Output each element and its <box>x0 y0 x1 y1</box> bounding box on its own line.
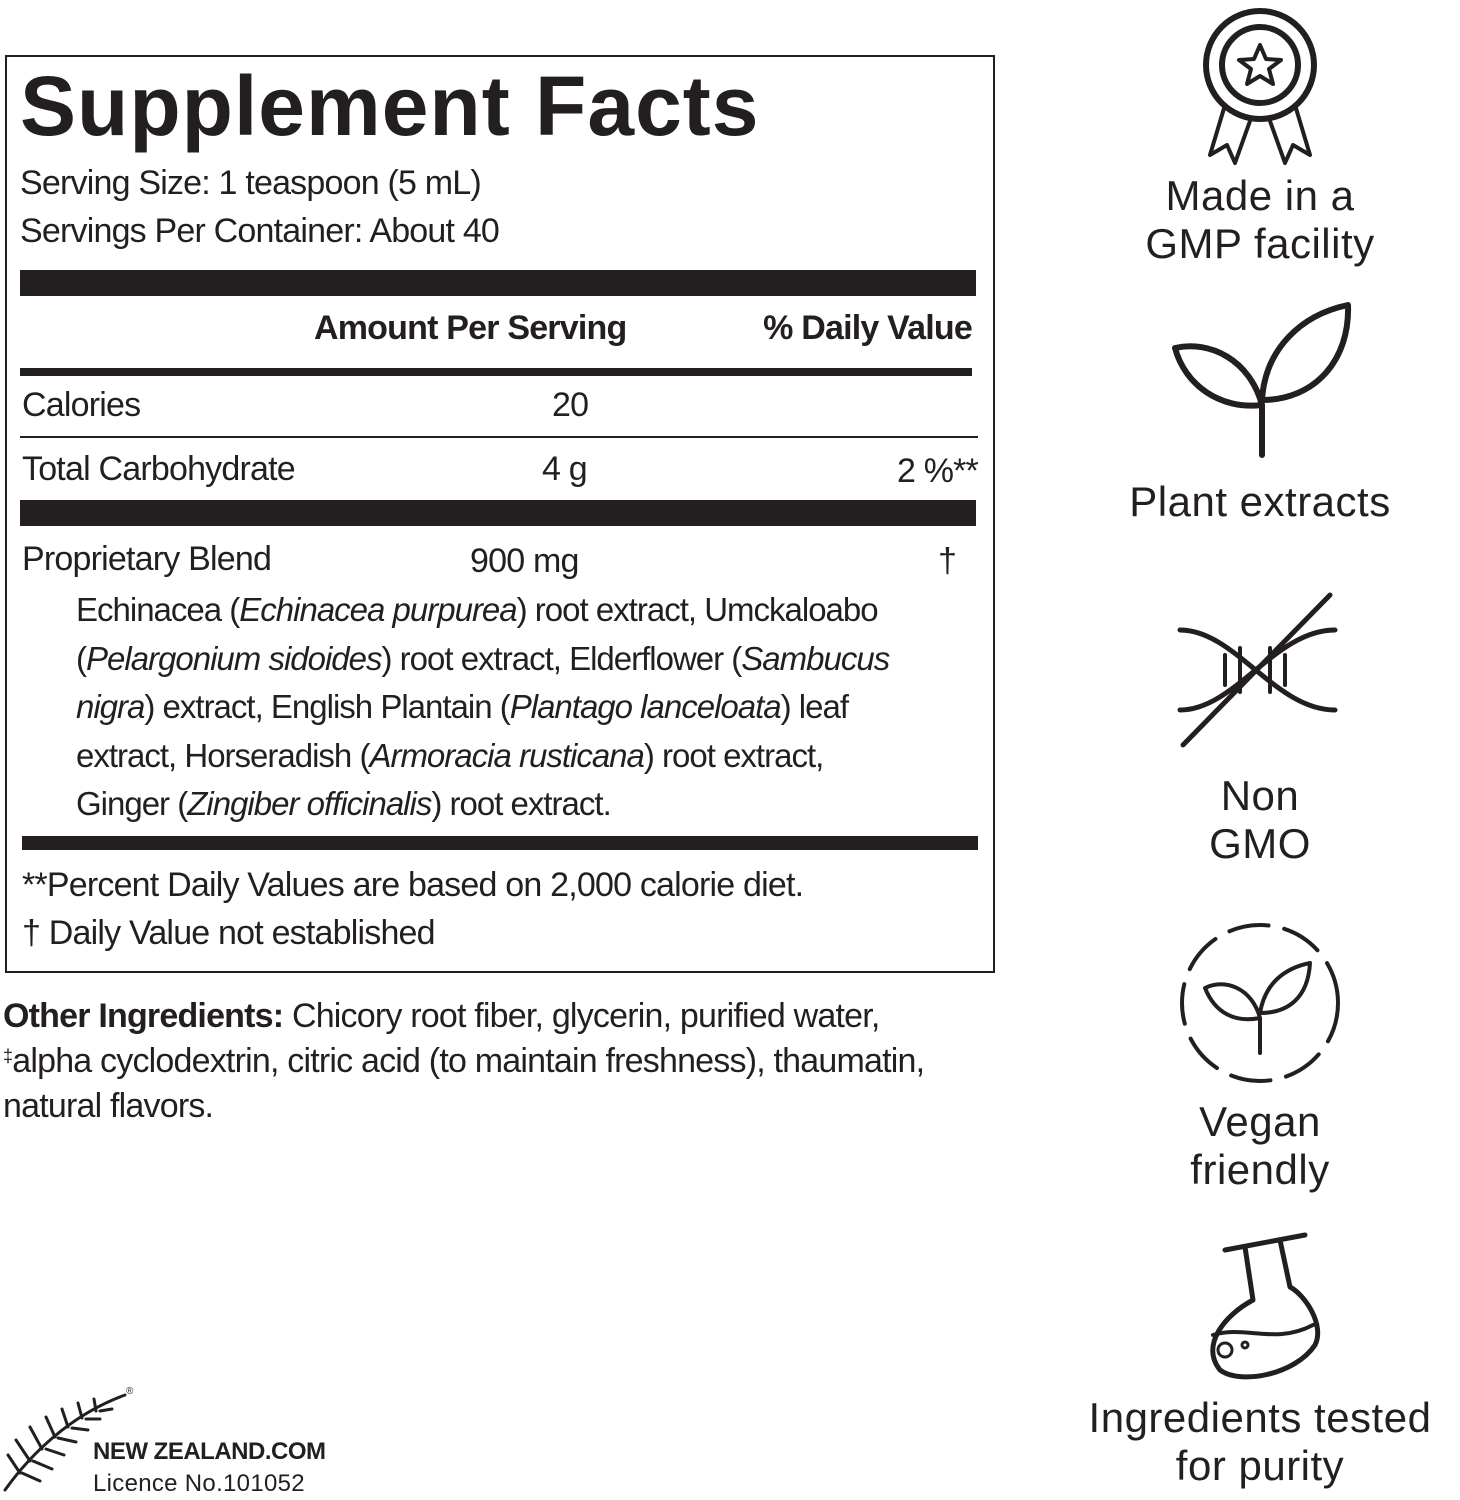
badge-line: Non <box>1220 772 1300 819</box>
non-gmo-icon <box>1177 592 1338 748</box>
ingredient-text: Echinacea ( <box>76 591 240 628</box>
thick-rule <box>20 270 976 296</box>
badge-line: Plant extracts <box>1129 478 1391 525</box>
ingredient-text: ) leaf extract, Horseradish ( <box>76 688 849 774</box>
flask-icon <box>1210 1232 1321 1380</box>
badge-label: Non GMO <box>1040 772 1460 868</box>
blend-ingredients: Echinacea (Echinacea purpurea) root extr… <box>76 586 906 829</box>
plant-icon <box>1172 302 1352 458</box>
ingredient-text: ) root extract, Ginger ( <box>76 736 824 823</box>
vegan-icon <box>1180 923 1340 1083</box>
ingredient-text: alpha cyclodextrin, citric acid (to main… <box>3 1042 925 1125</box>
blend-amount: 900 mg <box>470 542 579 580</box>
badge-label: Made in a GMP facility <box>1040 172 1460 268</box>
ingredient-text: ) extract, English Plantain ( <box>144 688 510 725</box>
badge-label: Ingredients tested for purity <box>1040 1394 1460 1490</box>
medium-rule <box>20 368 972 376</box>
facts-title: Supplement Facts <box>20 59 760 153</box>
registered-mark: ® <box>126 1386 134 1397</box>
row-amount: 4 g <box>542 450 588 488</box>
badge-label: Vegan friendly <box>1040 1098 1460 1194</box>
badge-line: Made in a <box>1165 172 1355 219</box>
badge-line: GMP facility <box>1145 220 1375 267</box>
other-ingredients-label: Other Ingredients: <box>3 997 284 1035</box>
daily-value-header: % Daily Value <box>763 309 973 347</box>
blend-name: Proprietary Blend <box>22 540 272 578</box>
botanical-name: Sambucus nigra <box>76 639 890 726</box>
other-ingredients: Other Ingredients: Chicory root fiber, g… <box>3 994 963 1129</box>
badge-line: for purity <box>1175 1442 1345 1489</box>
row-daily-value: 2 %** <box>896 452 979 490</box>
fern-logo <box>3 1393 127 1492</box>
badge-line: GMO <box>1209 820 1311 867</box>
ingredient-text: ) root extract, Umckaloabo ( <box>76 591 879 677</box>
servings-per-container: Servings Per Container: About 40 <box>20 212 500 250</box>
thick-rule <box>22 836 978 850</box>
footnote: **Percent Daily Values are based on 2,00… <box>22 866 804 904</box>
footnote-mark: ‡ <box>3 1046 13 1066</box>
badge-line: Ingredients tested <box>1088 1394 1432 1441</box>
ingredient-text: ) root extract, Elderflower ( <box>381 639 743 677</box>
facts-panel <box>5 55 995 973</box>
ingredient-text: Chicory root fiber, glycerin, purified w… <box>283 997 880 1035</box>
row-name: Calories <box>22 386 141 424</box>
footnote: † Daily Value not established <box>22 914 436 952</box>
badge-line: friendly <box>1190 1146 1330 1193</box>
row-name: Total Carbohydrate <box>22 450 296 488</box>
botanical-name: Plantago lanceloata <box>509 688 782 725</box>
row-amount: 20 <box>552 386 589 424</box>
thick-rule <box>20 500 976 526</box>
botanical-name: Echinacea purpurea <box>239 591 517 628</box>
blend-daily-value: † <box>938 542 957 580</box>
logo-licence: Licence No.101052 <box>93 1470 305 1497</box>
serving-size: Serving Size: 1 teaspoon (5 mL) <box>20 164 482 202</box>
badge-label: Plant extracts <box>1040 478 1460 526</box>
thin-rule <box>20 436 978 438</box>
botanical-name: Pelargonium sidoides <box>86 639 383 677</box>
award-icon <box>1203 8 1317 165</box>
logo-name: NEW ZEALAND.COM <box>93 1438 326 1465</box>
botanical-name: Zingiber officinalis <box>187 785 432 822</box>
badge-line: Vegan <box>1199 1098 1321 1145</box>
ingredient-text: ) root extract. <box>431 785 611 822</box>
amount-header: Amount Per Serving <box>314 309 627 347</box>
botanical-name: Armoracia rusticana <box>369 736 644 774</box>
